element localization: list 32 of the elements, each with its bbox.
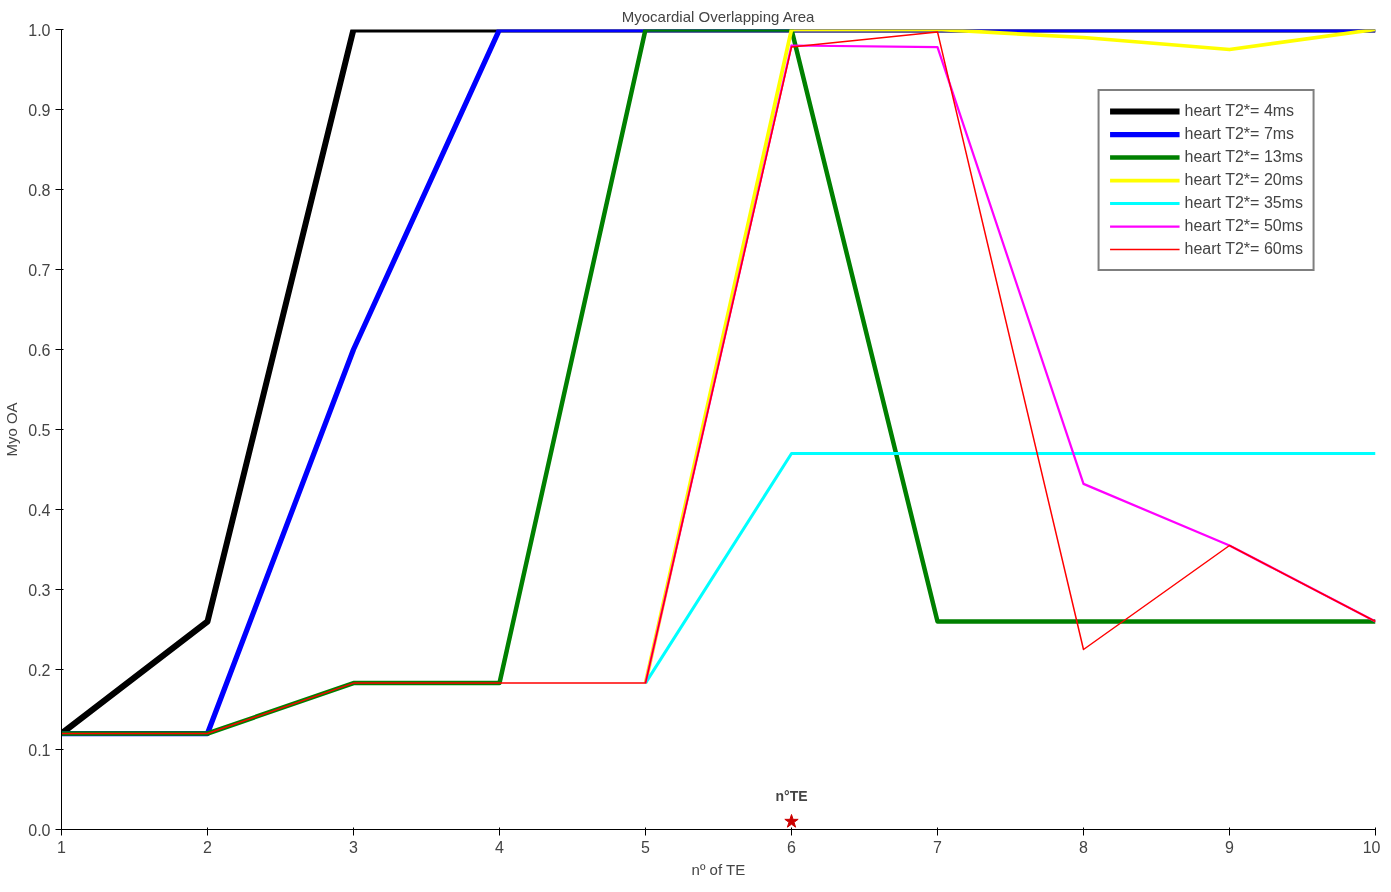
x-tick-label: 7 bbox=[933, 838, 943, 856]
y-tick-label: 0.4 bbox=[28, 501, 51, 519]
legend-label: heart T2*= 50ms bbox=[1184, 217, 1303, 235]
x-tick-label: 2 bbox=[203, 838, 213, 856]
x-tick-label: 3 bbox=[349, 838, 359, 856]
x-tick-label: 8 bbox=[1079, 838, 1089, 856]
y-tick-label: 0.7 bbox=[28, 261, 51, 279]
legend-label: heart T2*= 13ms bbox=[1184, 148, 1303, 166]
chart-title: Myocardial Overlapping Area bbox=[621, 7, 816, 25]
y-tick-label: 0.1 bbox=[28, 741, 51, 759]
y-tick-label: 0.3 bbox=[28, 581, 51, 599]
legend-label: heart T2*= 4ms bbox=[1184, 102, 1295, 120]
y-tick-label: 0.0 bbox=[28, 821, 51, 839]
y-tick-label: 0.9 bbox=[28, 101, 51, 119]
y-tick-label: 0.5 bbox=[28, 421, 51, 439]
x-tick-label: 10 bbox=[1362, 838, 1381, 856]
legend-label: heart T2*= 7ms bbox=[1184, 125, 1295, 143]
y-tick-label: 0.6 bbox=[28, 341, 51, 359]
y-tick-label: 1.0 bbox=[28, 21, 51, 39]
legend-label: heart T2*= 20ms bbox=[1184, 171, 1303, 189]
y-tick-label: 0.8 bbox=[28, 181, 51, 199]
x-tick-label: 6 bbox=[787, 838, 797, 856]
y-axis-title: Myo OA bbox=[3, 402, 21, 457]
legend-label: heart T2*= 60ms bbox=[1184, 240, 1303, 258]
x-tick-label: 1 bbox=[57, 838, 67, 856]
x-axis-title: nº of TE bbox=[691, 860, 746, 878]
y-tick-label: 0.2 bbox=[28, 661, 51, 679]
x-tick-label: 9 bbox=[1225, 838, 1235, 856]
x-tick-label: 5 bbox=[641, 838, 651, 856]
legend-label: heart T2*= 35ms bbox=[1184, 194, 1303, 212]
annotation: n°TE bbox=[775, 787, 808, 804]
x-tick-label: 4 bbox=[495, 838, 505, 856]
